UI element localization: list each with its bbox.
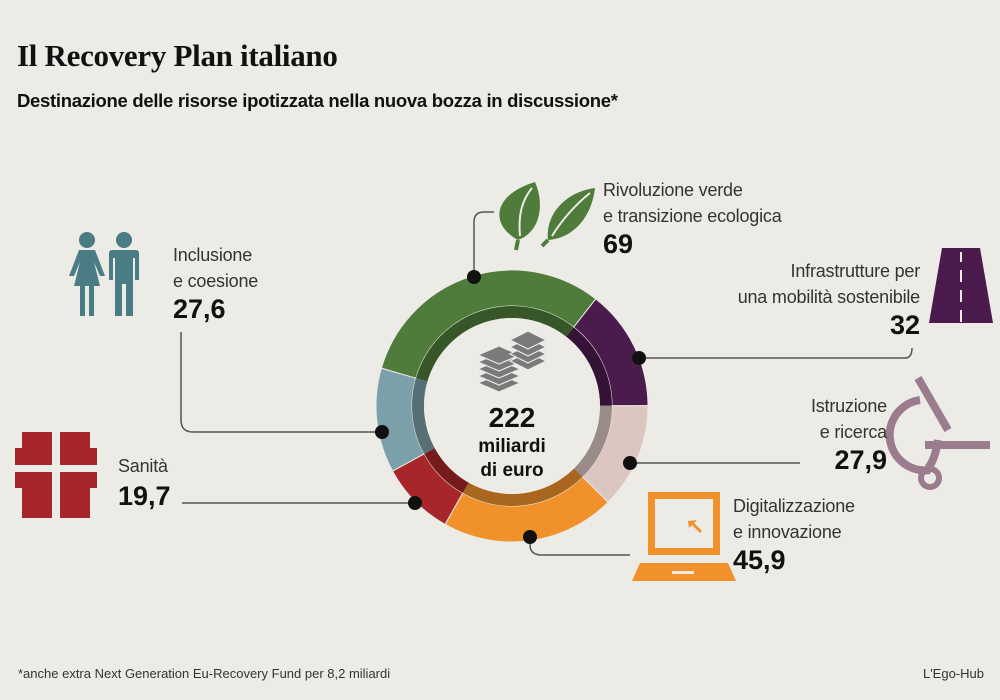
page-title: Il Recovery Plan italiano <box>17 38 338 73</box>
donut-slice-inner-band <box>424 448 469 494</box>
data-label: 45,9 <box>733 545 786 575</box>
laptop-icon <box>632 492 736 581</box>
connector-dot <box>408 496 422 510</box>
money-stack-icon <box>476 330 548 393</box>
connector-dot <box>523 530 537 544</box>
leaves-icon <box>499 182 595 251</box>
connector-digitalizzazione <box>529 537 630 556</box>
label-line1: Infrastrutture per <box>790 261 921 281</box>
connector-dot <box>375 425 389 439</box>
label-line2: e ricerca <box>819 422 887 442</box>
center-total: 222 <box>488 402 536 433</box>
label-line2: e innovazione <box>733 522 842 542</box>
label-line2: e coesione <box>173 271 259 291</box>
microscope-icon <box>885 376 990 490</box>
people-icon <box>69 232 139 316</box>
medical-cross-icon <box>15 432 97 518</box>
connector-dot <box>623 456 637 470</box>
road-icon <box>929 248 993 323</box>
connector-infrastrutture <box>639 347 913 359</box>
donut-hole <box>424 318 600 494</box>
data-label: 69 <box>603 229 634 259</box>
label-line1: Rivoluzione verde <box>603 180 743 200</box>
data-label: 32 <box>889 310 920 340</box>
label-line1: Digitalizzazione <box>733 496 855 516</box>
label-line1: Istruzione <box>810 396 887 416</box>
center-unit-line2: di euro <box>480 460 544 481</box>
credit: L'Ego-Hub <box>922 666 984 681</box>
connector-inclusione <box>180 332 384 433</box>
label-infrastrutture: Infrastrutture per una mobilità sostenib… <box>737 258 921 340</box>
donut-slice-inner-band <box>462 468 583 506</box>
label-line2: e transizione ecologica <box>603 206 782 226</box>
donut-slice-inner-band <box>574 405 613 477</box>
connector-dot <box>467 270 481 284</box>
label-line1: Sanità <box>118 456 168 476</box>
label-rivoluzione-verde: Rivoluzione verde e transizione ecologic… <box>603 177 782 259</box>
label-inclusione: Inclusione e coesione 27,6 <box>173 242 258 324</box>
connector-green <box>473 211 494 277</box>
connector-dot <box>632 351 646 365</box>
center-unit-line1: miliardi <box>478 436 546 457</box>
label-line1: Inclusione <box>173 245 253 265</box>
footnote: *anche extra Next Generation Eu-Recovery… <box>18 666 391 681</box>
data-label: 19,7 <box>118 481 171 511</box>
label-digitalizzazione: Digitalizzazione e innovazione 45,9 <box>733 493 855 575</box>
label-istruzione: Istruzione e ricerca 27,9 <box>811 393 887 475</box>
data-label: 27,9 <box>834 445 887 475</box>
label-sanita: Sanità 19,7 <box>118 453 171 511</box>
data-label: 27,6 <box>173 294 226 324</box>
page-subtitle: Destinazione delle risorse ipotizzata ne… <box>17 90 618 111</box>
label-line2: una mobilità sostenibile <box>737 287 921 307</box>
donut-slice-inner-band <box>412 378 435 454</box>
donut-slice-inner-band <box>415 306 574 382</box>
donut-slice-inner-band <box>566 327 612 406</box>
